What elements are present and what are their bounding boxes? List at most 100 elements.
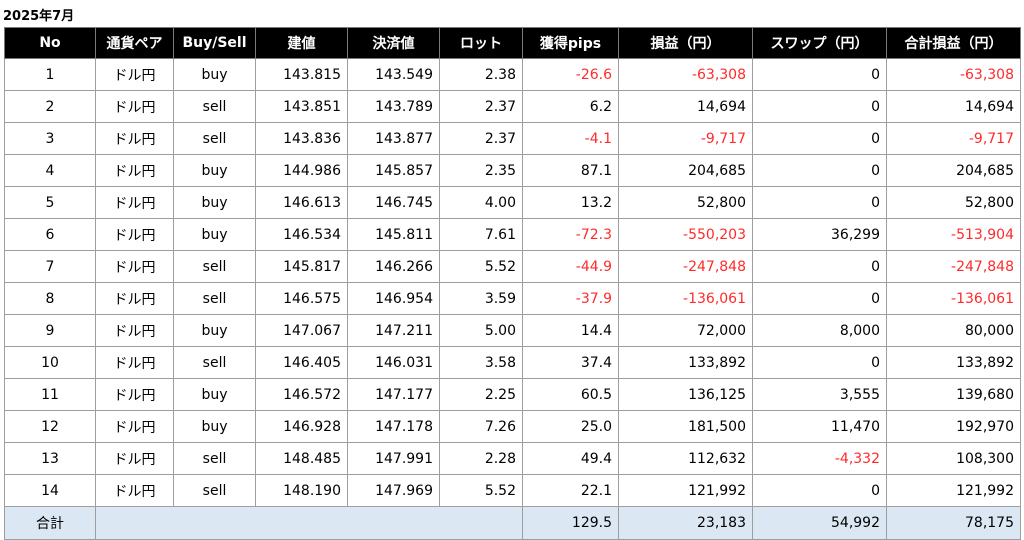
cell-entry[interactable]: 146.575 [255, 282, 348, 315]
cell-pips[interactable]: -26.6 [522, 58, 619, 91]
cell-side[interactable]: buy [173, 410, 256, 443]
cell-pair[interactable]: ドル円 [95, 58, 174, 91]
cell-no[interactable]: 12 [4, 410, 96, 443]
cell-entry[interactable]: 146.572 [255, 378, 348, 411]
cell-profit[interactable]: 136,125 [618, 378, 753, 411]
cell-pair[interactable]: ドル円 [95, 122, 174, 155]
total-total[interactable]: 78,175 [886, 506, 1021, 540]
cell-no[interactable]: 14 [4, 474, 96, 507]
cell-swap[interactable]: -4,332 [752, 442, 887, 475]
cell-no[interactable]: 1 [4, 58, 96, 91]
cell-side[interactable]: buy [173, 378, 256, 411]
cell-exit[interactable]: 146.954 [347, 282, 440, 315]
cell-side[interactable]: sell [173, 250, 256, 283]
cell-pips[interactable]: 13.2 [522, 186, 619, 219]
cell-pair[interactable]: ドル円 [95, 218, 174, 251]
cell-pips[interactable]: 37.4 [522, 346, 619, 379]
cell-lot[interactable]: 2.25 [439, 378, 523, 411]
cell-no[interactable]: 9 [4, 314, 96, 347]
header-total[interactable]: 合計損益（円） [886, 27, 1021, 59]
cell-profit[interactable]: -63,308 [618, 58, 753, 91]
cell-total[interactable]: 121,992 [886, 474, 1021, 507]
total-blank[interactable] [95, 506, 523, 540]
cell-exit[interactable]: 146.031 [347, 346, 440, 379]
header-side[interactable]: Buy/Sell [173, 27, 256, 59]
cell-no[interactable]: 8 [4, 282, 96, 315]
cell-exit[interactable]: 143.877 [347, 122, 440, 155]
cell-side[interactable]: buy [173, 186, 256, 219]
cell-pair[interactable]: ドル円 [95, 346, 174, 379]
cell-pair[interactable]: ドル円 [95, 282, 174, 315]
cell-entry[interactable]: 146.928 [255, 410, 348, 443]
cell-lot[interactable]: 7.26 [439, 410, 523, 443]
cell-no[interactable]: 10 [4, 346, 96, 379]
cell-exit[interactable]: 143.789 [347, 90, 440, 123]
cell-exit[interactable]: 143.549 [347, 58, 440, 91]
cell-pair[interactable]: ドル円 [95, 154, 174, 187]
cell-lot[interactable]: 2.37 [439, 90, 523, 123]
cell-pair[interactable]: ドル円 [95, 442, 174, 475]
header-swap[interactable]: スワップ（円） [752, 27, 887, 59]
cell-profit[interactable]: -550,203 [618, 218, 753, 251]
cell-side[interactable]: sell [173, 346, 256, 379]
cell-side[interactable]: buy [173, 154, 256, 187]
cell-entry[interactable]: 147.067 [255, 314, 348, 347]
cell-total[interactable]: 133,892 [886, 346, 1021, 379]
cell-side[interactable]: buy [173, 58, 256, 91]
cell-exit[interactable]: 147.177 [347, 378, 440, 411]
cell-lot[interactable]: 2.28 [439, 442, 523, 475]
cell-total[interactable]: 14,694 [886, 90, 1021, 123]
cell-exit[interactable]: 146.266 [347, 250, 440, 283]
total-swap[interactable]: 54,992 [752, 506, 887, 540]
cell-profit[interactable]: 121,992 [618, 474, 753, 507]
cell-lot[interactable]: 5.00 [439, 314, 523, 347]
cell-no[interactable]: 7 [4, 250, 96, 283]
cell-side[interactable]: buy [173, 314, 256, 347]
total-profit[interactable]: 23,183 [618, 506, 753, 540]
cell-pair[interactable]: ドル円 [95, 314, 174, 347]
cell-total[interactable]: -9,717 [886, 122, 1021, 155]
cell-total[interactable]: 108,300 [886, 442, 1021, 475]
cell-swap[interactable]: 0 [752, 90, 887, 123]
cell-exit[interactable]: 147.178 [347, 410, 440, 443]
cell-no[interactable]: 13 [4, 442, 96, 475]
cell-pips[interactable]: 25.0 [522, 410, 619, 443]
total-pips[interactable]: 129.5 [522, 506, 619, 540]
cell-pips[interactable]: -4.1 [522, 122, 619, 155]
cell-entry[interactable]: 148.190 [255, 474, 348, 507]
cell-lot[interactable]: 7.61 [439, 218, 523, 251]
cell-side[interactable]: sell [173, 282, 256, 315]
cell-pips[interactable]: 22.1 [522, 474, 619, 507]
cell-no[interactable]: 3 [4, 122, 96, 155]
cell-side[interactable]: sell [173, 474, 256, 507]
cell-swap[interactable]: 0 [752, 122, 887, 155]
cell-profit[interactable]: 52,800 [618, 186, 753, 219]
cell-side[interactable]: sell [173, 122, 256, 155]
cell-swap[interactable]: 3,555 [752, 378, 887, 411]
cell-swap[interactable]: 0 [752, 346, 887, 379]
cell-pair[interactable]: ドル円 [95, 250, 174, 283]
cell-pips[interactable]: -37.9 [522, 282, 619, 315]
cell-lot[interactable]: 2.35 [439, 154, 523, 187]
cell-exit[interactable]: 147.991 [347, 442, 440, 475]
cell-profit[interactable]: 14,694 [618, 90, 753, 123]
cell-total[interactable]: -136,061 [886, 282, 1021, 315]
cell-lot[interactable]: 3.59 [439, 282, 523, 315]
cell-no[interactable]: 11 [4, 378, 96, 411]
cell-exit[interactable]: 146.745 [347, 186, 440, 219]
cell-swap[interactable]: 0 [752, 154, 887, 187]
cell-entry[interactable]: 146.534 [255, 218, 348, 251]
cell-lot[interactable]: 5.52 [439, 474, 523, 507]
cell-no[interactable]: 2 [4, 90, 96, 123]
cell-entry[interactable]: 143.836 [255, 122, 348, 155]
header-exit[interactable]: 決済値 [347, 27, 440, 59]
cell-pips[interactable]: -44.9 [522, 250, 619, 283]
cell-lot[interactable]: 3.58 [439, 346, 523, 379]
cell-swap[interactable]: 8,000 [752, 314, 887, 347]
cell-swap[interactable]: 0 [752, 282, 887, 315]
cell-side[interactable]: buy [173, 218, 256, 251]
cell-entry[interactable]: 146.405 [255, 346, 348, 379]
cell-total[interactable]: -247,848 [886, 250, 1021, 283]
cell-pair[interactable]: ドル円 [95, 474, 174, 507]
cell-no[interactable]: 6 [4, 218, 96, 251]
